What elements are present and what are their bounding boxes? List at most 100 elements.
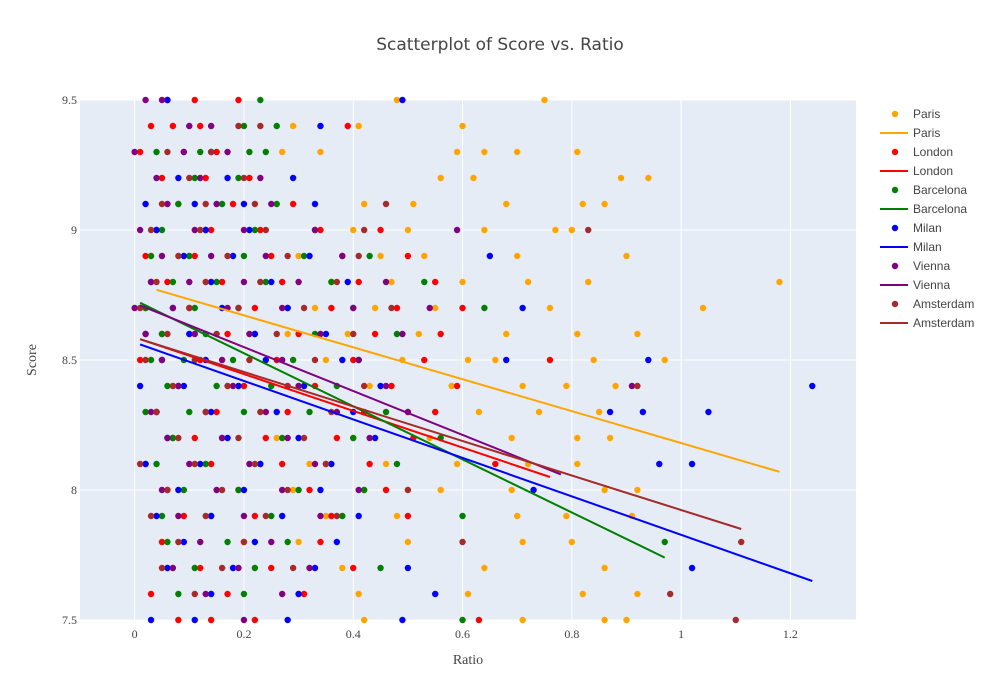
point-london [382,486,390,494]
point-paris [645,174,652,182]
point-milan [207,590,215,598]
legend-item-milan-markers[interactable]: Milan [891,221,942,235]
point-paris [459,122,466,130]
point-vienna [366,434,373,442]
y-tick-label: 9 [71,223,77,237]
point-paris [360,200,368,208]
point-vienna [262,252,270,260]
point-amsterdam [350,330,357,338]
point-paris [546,304,554,312]
point-paris [289,486,297,494]
legend-item-vienna-markers[interactable]: Vienna [891,259,951,273]
point-milan [333,538,341,546]
point-london [278,278,286,286]
trend-line-amsterdam [139,338,742,530]
point-milan [246,226,253,234]
point-barcelona [186,252,193,260]
point-barcelona [235,486,242,494]
point-london [344,122,351,130]
legend-item-vienna-trend[interactable]: Vienna [880,278,950,292]
point-barcelona [393,460,401,468]
point-paris [393,96,401,104]
point-amsterdam [634,382,641,390]
point-barcelona [350,434,357,442]
point-london [229,200,237,208]
point-paris [623,252,630,260]
point-barcelona [421,278,428,286]
point-barcelona [186,408,193,416]
point-paris [344,330,351,338]
point-paris [585,278,592,286]
point-paris [568,538,576,546]
y-tick-label: 8.5 [62,353,77,367]
x-axis-title: Ratio [453,653,483,668]
point-amsterdam [240,174,248,182]
point-barcelona [393,330,401,338]
point-paris [519,382,526,390]
point-vienna [240,616,248,624]
point-amsterdam [175,538,182,546]
point-paris [410,200,417,208]
point-milan [164,96,171,104]
point-london [180,512,188,520]
x-tick-label: 1.2 [783,627,798,641]
point-vienna [191,330,198,338]
point-barcelona [153,148,160,156]
point-barcelona [175,590,182,598]
point-london [333,434,341,442]
legend-item-paris-markers[interactable]: Paris [891,107,941,121]
point-amsterdam [136,460,144,468]
point-vienna [142,96,149,104]
point-paris [601,564,608,572]
point-london [377,226,384,234]
point-london [546,356,554,364]
legend-item-barcelona-markers[interactable]: Barcelona [891,183,968,197]
point-barcelona [213,382,220,390]
point-paris [492,356,499,364]
point-barcelona [218,200,226,208]
legend-item-london-trend[interactable]: London [880,164,953,178]
point-paris [634,590,641,598]
x-tick-label: 0.6 [455,627,470,641]
legend-label-london: London [913,145,953,159]
legend-label-vienna: Vienna [913,278,950,292]
legend-item-amsterdam-trend[interactable]: Amsterdam [880,316,974,330]
legend-item-barcelona-trend[interactable]: Barcelona [880,202,967,216]
x-tick-label: 0.4 [346,627,361,641]
point-vienna [147,278,155,286]
point-amsterdam [224,252,231,260]
point-vienna [229,382,237,390]
point-milan [705,408,712,416]
legend[interactable]: Paris Paris London London Barcelona Barcelona… [880,107,974,330]
point-paris [322,356,330,364]
point-vienna [453,226,461,234]
point-paris [339,564,346,572]
point-barcelona [235,174,242,182]
legend-item-paris-trend[interactable]: Paris [880,126,940,140]
point-vienna [169,564,177,572]
point-milan [191,200,198,208]
point-london [218,278,226,286]
point-barcelona [158,226,166,234]
point-milan [809,382,816,390]
point-paris [350,226,357,234]
legend-label-milan: Milan [913,221,942,235]
point-paris [278,148,286,156]
point-barcelona [229,356,237,364]
point-vienna [317,330,324,338]
point-barcelona [273,200,280,208]
point-amsterdam [218,486,226,494]
legend-item-milan-trend[interactable]: Milan [880,240,942,254]
legend-item-london-markers[interactable]: London [891,145,953,159]
point-amsterdam [142,356,149,364]
point-barcelona [191,174,198,182]
point-paris [415,330,423,338]
point-milan [339,356,346,364]
point-amsterdam [202,408,209,416]
point-amsterdam [251,460,259,468]
y-tick-label: 9.5 [62,93,77,107]
point-milan [240,486,248,494]
point-milan [197,460,204,468]
legend-item-amsterdam-markers[interactable]: Amsterdam [891,297,975,311]
point-london [169,122,177,130]
